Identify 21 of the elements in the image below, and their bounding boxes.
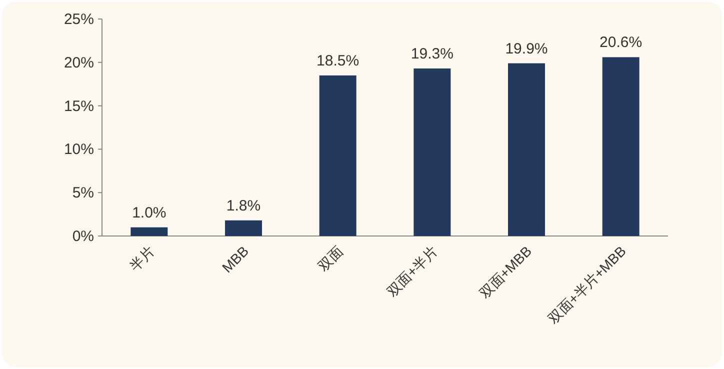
data-label: 19.3% xyxy=(410,45,454,62)
bar xyxy=(319,75,356,236)
bar xyxy=(508,63,545,236)
y-tick-label: 15% xyxy=(64,98,94,115)
bar xyxy=(225,220,262,236)
x-tick-label: 双面+半片 xyxy=(384,242,440,300)
data-label: 18.5% xyxy=(316,52,360,70)
y-tick-label: 25% xyxy=(64,11,94,28)
x-tick-label: 半片 xyxy=(126,242,158,274)
bar xyxy=(602,57,640,236)
y-tick-label: 20% xyxy=(64,54,94,72)
y-tick-label: 10% xyxy=(64,141,94,158)
data-label: 20.6% xyxy=(600,34,642,52)
y-tick-label: 0% xyxy=(72,228,94,245)
data-label: 1.8% xyxy=(226,197,261,214)
data-label: 19.9% xyxy=(505,40,548,58)
y-tick-label: 5% xyxy=(72,184,94,202)
x-tick-label: 双面 xyxy=(314,242,346,274)
data-label: 1.0% xyxy=(132,204,166,222)
bar xyxy=(130,227,168,236)
bar xyxy=(414,68,451,236)
